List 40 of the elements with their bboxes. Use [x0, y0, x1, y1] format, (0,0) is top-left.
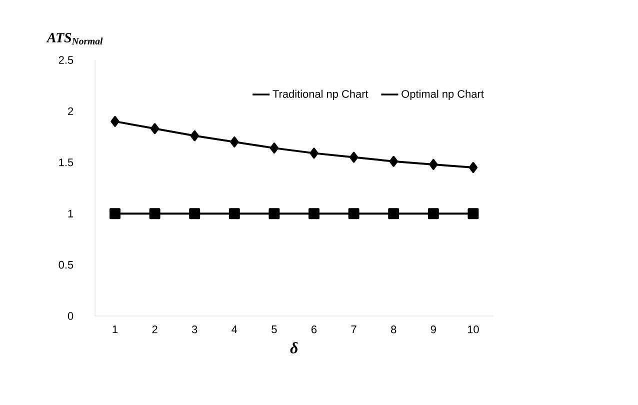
point	[388, 208, 400, 220]
point	[150, 123, 160, 134]
point	[348, 208, 360, 220]
y-tick-label: 0	[68, 312, 74, 320]
x-axis-title: δ	[290, 342, 298, 354]
x-tick-label: 5	[272, 326, 277, 334]
point	[468, 208, 479, 220]
point	[149, 208, 160, 220]
point	[110, 116, 120, 127]
point	[230, 136, 239, 148]
y-axis-title: ATS$_{Normal}$	[46, 32, 103, 44]
y-tick-label: 2.5	[58, 56, 74, 64]
x-tick-label: 9	[430, 326, 436, 334]
y-tick-label: 1	[68, 210, 74, 218]
x-tick-label: 2	[152, 326, 158, 334]
x-tick-label: 4	[232, 326, 238, 334]
point	[389, 156, 398, 167]
point	[468, 162, 478, 174]
point	[268, 208, 280, 220]
x-tick-label: 6	[312, 326, 317, 334]
point	[270, 142, 279, 154]
y-tick-label: 2	[68, 107, 74, 116]
point	[310, 148, 318, 159]
point	[349, 152, 358, 163]
legend-label: Traditional np Chart	[272, 90, 368, 100]
legend-label: Optimal np Chart	[402, 90, 484, 100]
point	[308, 208, 320, 220]
x-tick-label: 1	[112, 326, 118, 334]
point	[429, 158, 438, 170]
x-tick-label: 8	[391, 326, 396, 334]
point	[189, 208, 200, 220]
point	[428, 208, 439, 220]
y-tick-label: 1.5	[59, 158, 74, 166]
x-tick-label: 3	[192, 326, 198, 334]
point	[110, 208, 120, 220]
x-tick-label: 10	[468, 326, 479, 334]
x-tick-label: 7	[351, 326, 356, 334]
point	[228, 208, 240, 220]
point	[190, 130, 199, 142]
y-tick-label: 0.5	[58, 260, 74, 269]
